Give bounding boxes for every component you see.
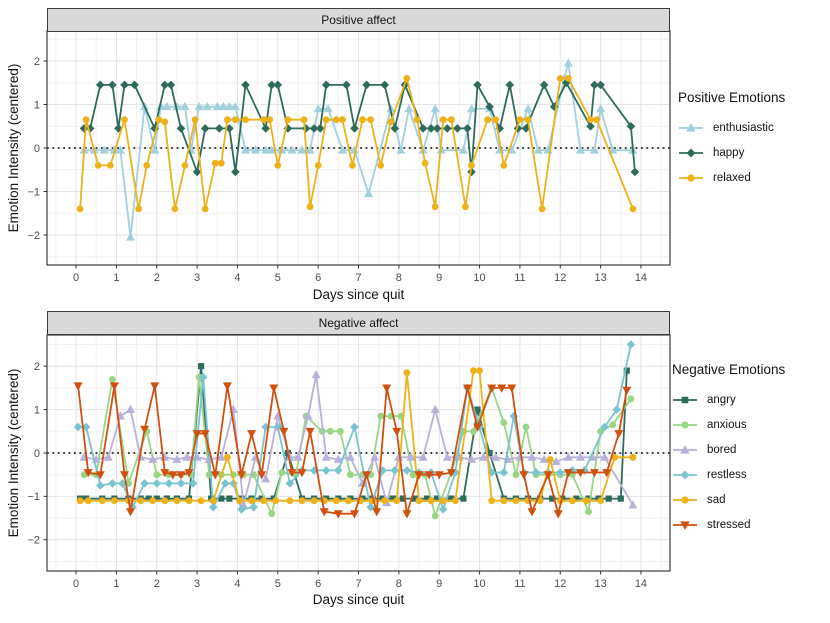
svg-text:1: 1 [34,99,40,111]
legend-item-bored: bored [672,437,785,462]
legend-label-stressed: stressed [707,518,751,531]
svg-text:5: 5 [275,578,281,590]
svg-text:3: 3 [194,272,200,284]
relaxed-legend-key-icon [679,173,703,182]
svg-text:0: 0 [73,272,79,284]
legend-label-bored: bored [707,443,737,456]
legend-label-angry: angry [707,393,736,406]
anxious-legend-key-icon [673,420,697,429]
facet-strip-negative-affect: Negative affect [47,311,670,335]
series-stressed [73,382,632,519]
svg-text:14: 14 [635,272,647,284]
svg-text:11: 11 [514,272,525,284]
happy-legend-key-icon [679,147,703,158]
legend-label-sad: sad [707,493,726,506]
legend-label-anxious: anxious [707,418,747,431]
svg-text:3: 3 [194,578,200,590]
legend-label-happy: happy [713,146,745,159]
svg-text:2: 2 [154,272,160,284]
svg-text:1: 1 [34,404,40,416]
svg-text:6: 6 [315,272,321,284]
x-axis-title-top: Days since quit [312,287,405,302]
y-axis-title-top: Emotion Intensity (centered) [6,63,21,233]
svg-text:2: 2 [34,361,40,373]
svg-text:6: 6 [315,578,321,590]
restless-legend-key-icon [673,469,697,480]
svg-text:9: 9 [436,578,442,590]
svg-text:−1: −1 [27,186,40,198]
legend-positive-items: enthusiastic happy relaxed [678,115,785,190]
facet-strip-positive-label: Positive affect [321,13,396,27]
stressed-legend-key-icon [673,520,697,530]
svg-text:0: 0 [73,578,79,590]
svg-text:0: 0 [34,143,40,155]
sad-legend-key-icon [673,495,697,504]
svg-text:0: 0 [34,448,40,460]
svg-text:1: 1 [113,272,119,284]
svg-text:1: 1 [113,578,119,590]
y-axis-title-bottom: Emotion Intensity (centered) [6,368,21,538]
svg-text:11: 11 [514,578,525,590]
svg-text:4: 4 [234,272,240,284]
legend-label-relaxed: relaxed [713,171,751,184]
legend-negative-items: angry anxious bored restless sad stressed [672,387,785,537]
svg-text:10: 10 [473,272,485,284]
legend-item-happy: happy [678,140,785,165]
series-relaxed [76,75,637,213]
legend-item-restless: restless [672,462,785,487]
legend-label-restless: restless [707,468,747,481]
legend-negative-emotions: Negative Emotions angry anxious bored restl… [672,362,785,537]
svg-text:−1: −1 [27,491,40,503]
svg-text:2: 2 [154,578,160,590]
facet-strip-negative-label: Negative affect [318,316,399,330]
svg-text:4: 4 [234,578,240,590]
legend-item-relaxed: relaxed [678,165,785,190]
svg-text:7: 7 [355,272,361,284]
legend-positive-emotions: Positive Emotions enthusiastic happy relax… [678,90,785,190]
x-axis-title-bottom: Days since quit [312,592,405,607]
series-happy [79,78,640,177]
enthusiastic-legend-key-icon [679,122,703,132]
svg-text:13: 13 [594,272,606,284]
svg-text:8: 8 [396,578,402,590]
legend-item-sad: sad [672,487,785,512]
svg-text:13: 13 [594,578,606,590]
series-bored [79,370,638,509]
svg-text:8: 8 [396,272,402,284]
svg-text:14: 14 [635,578,647,590]
legend-negative-title: Negative Emotions [672,362,786,377]
svg-text:2: 2 [34,56,40,68]
legend-item-anxious: anxious [672,412,785,437]
svg-text:−2: −2 [27,230,40,242]
legend-item-enthusiastic: enthusiastic [678,115,785,140]
facet-strip-positive-affect: Positive affect [47,8,670,32]
bored-legend-key-icon [673,444,697,454]
svg-text:10: 10 [473,578,485,590]
svg-text:5: 5 [275,272,281,284]
angry-legend-key-icon [673,396,697,403]
svg-text:7: 7 [355,578,361,590]
legend-item-stressed: stressed [672,512,785,537]
legend-positive-title: Positive Emotions [678,90,786,105]
svg-text:12: 12 [554,578,566,590]
legend-label-enthusiastic: enthusiastic [713,121,774,134]
svg-text:12: 12 [554,272,566,284]
svg-text:9: 9 [436,272,442,284]
svg-text:−2: −2 [27,535,40,547]
legend-item-angry: angry [672,387,785,412]
